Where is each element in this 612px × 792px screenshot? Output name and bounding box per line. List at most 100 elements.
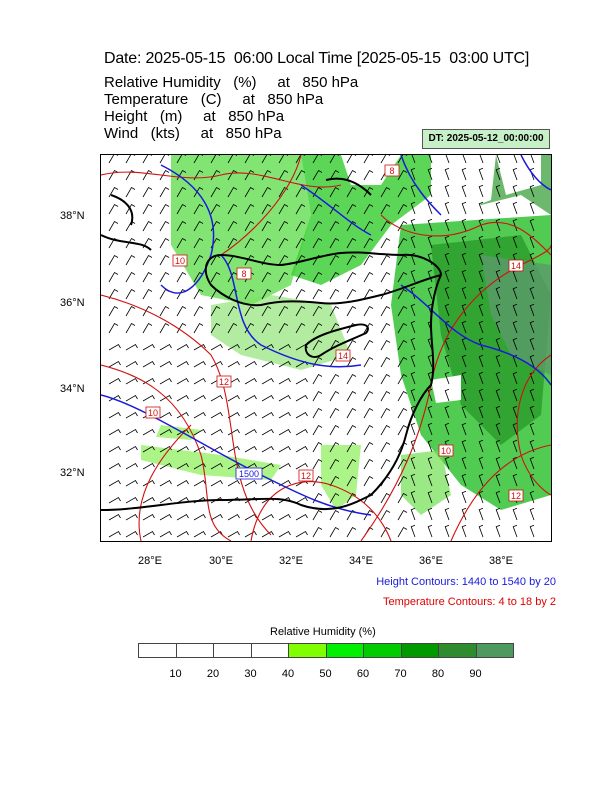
wind-barb bbox=[397, 458, 408, 470]
wind-barb bbox=[380, 254, 391, 266]
wind-barb bbox=[495, 218, 501, 232]
wind-barb bbox=[478, 184, 484, 198]
wind-barb bbox=[512, 456, 518, 470]
wind-barb bbox=[159, 254, 170, 266]
wind-barb bbox=[410, 507, 416, 521]
wind-barb bbox=[512, 473, 518, 487]
wind-barb bbox=[512, 524, 518, 538]
wind-barb bbox=[380, 271, 391, 283]
wind-barb bbox=[312, 169, 323, 181]
wind-barb bbox=[108, 220, 119, 232]
wind-barb bbox=[529, 354, 535, 368]
svg-text:10: 10 bbox=[175, 256, 185, 266]
wind-barb bbox=[176, 394, 189, 402]
wind-barb bbox=[329, 424, 340, 436]
colorbar-swatch bbox=[438, 643, 477, 658]
wind-barb bbox=[108, 479, 121, 487]
wind-barb bbox=[193, 445, 206, 453]
wind-barb bbox=[397, 390, 408, 402]
wind-barb bbox=[444, 371, 450, 385]
wind-barb bbox=[478, 524, 484, 538]
wind-barb bbox=[244, 254, 255, 266]
wind-barb bbox=[312, 407, 323, 419]
wind-barb bbox=[329, 322, 340, 334]
wind-barb bbox=[529, 320, 535, 334]
wind-barb bbox=[380, 526, 391, 538]
wind-barb bbox=[380, 492, 391, 504]
wind-barb bbox=[410, 388, 416, 402]
wind-barb bbox=[346, 186, 357, 198]
wind-barb bbox=[176, 496, 189, 504]
wind-barb bbox=[159, 530, 172, 538]
wind-barb bbox=[461, 456, 467, 470]
wind-barb bbox=[108, 203, 119, 215]
temp-label-8: 8 bbox=[236, 267, 252, 280]
wind-barb bbox=[244, 411, 257, 419]
wind-barb bbox=[227, 322, 238, 334]
wind-barb bbox=[495, 456, 501, 470]
wind-barb bbox=[244, 479, 257, 487]
wind-barb bbox=[478, 269, 484, 283]
wind-barb bbox=[312, 237, 323, 249]
wind-barb bbox=[244, 220, 255, 232]
wind-barb bbox=[444, 235, 450, 249]
wind-barb bbox=[125, 237, 136, 249]
wind-barb bbox=[444, 456, 450, 470]
wind-barb bbox=[244, 513, 257, 521]
wind-barb bbox=[278, 513, 291, 521]
wind-barb bbox=[478, 286, 484, 300]
wind-barb bbox=[261, 186, 272, 198]
temp-label-9: 10 bbox=[172, 254, 188, 267]
wind-barb bbox=[461, 218, 467, 232]
wind-barb bbox=[397, 305, 408, 317]
wind-barb bbox=[108, 377, 121, 385]
wind-barb bbox=[346, 424, 357, 436]
wind-barb bbox=[108, 305, 119, 317]
svg-text:8: 8 bbox=[389, 166, 394, 176]
wind-barb bbox=[261, 288, 272, 300]
wind-barb bbox=[512, 201, 518, 215]
wind-barb bbox=[329, 407, 340, 419]
wind-barb bbox=[125, 479, 138, 487]
wind-barb bbox=[329, 254, 340, 266]
wind-barb bbox=[529, 422, 535, 436]
wind-barb bbox=[346, 220, 357, 232]
wind-barb bbox=[444, 286, 450, 300]
wind-barb bbox=[244, 360, 257, 368]
wind-barb bbox=[278, 220, 289, 232]
wind-barb bbox=[159, 394, 172, 402]
wind-barb bbox=[529, 507, 535, 521]
wind-barb bbox=[329, 186, 340, 198]
wind-barb bbox=[278, 186, 289, 198]
variable-line-temp: Temperature (C) at 850 hPa bbox=[104, 91, 324, 108]
wind-barb bbox=[346, 492, 357, 504]
wind-barb bbox=[278, 377, 291, 385]
wind-barb bbox=[329, 492, 340, 504]
wind-barb bbox=[397, 373, 408, 385]
wind-barb bbox=[478, 354, 484, 368]
wind-barb bbox=[495, 320, 501, 334]
wind-barb bbox=[427, 218, 433, 232]
wind-barb bbox=[159, 377, 172, 385]
wind-barb bbox=[397, 526, 408, 538]
wind-barb bbox=[210, 203, 221, 215]
wind-barb bbox=[495, 473, 501, 487]
wind-barb bbox=[427, 354, 433, 368]
wind-barb bbox=[278, 203, 289, 215]
temp-label-4: 14 bbox=[335, 349, 351, 362]
wind-barb bbox=[261, 411, 274, 419]
wind-barb bbox=[295, 377, 308, 385]
wind-barb bbox=[142, 377, 155, 385]
wind-barb bbox=[495, 439, 501, 453]
wind-barb bbox=[261, 220, 272, 232]
wind-barb bbox=[278, 237, 289, 249]
wind-barb bbox=[278, 271, 289, 283]
wind-barb bbox=[227, 271, 238, 283]
wind-barb bbox=[329, 509, 340, 521]
wind-barb bbox=[427, 201, 433, 215]
wind-barb bbox=[346, 288, 357, 300]
colorbar-title: Relative Humidity (%) bbox=[270, 626, 376, 638]
wind-barb bbox=[193, 428, 206, 436]
wind-barb bbox=[142, 220, 153, 232]
wind-barb bbox=[529, 388, 535, 402]
